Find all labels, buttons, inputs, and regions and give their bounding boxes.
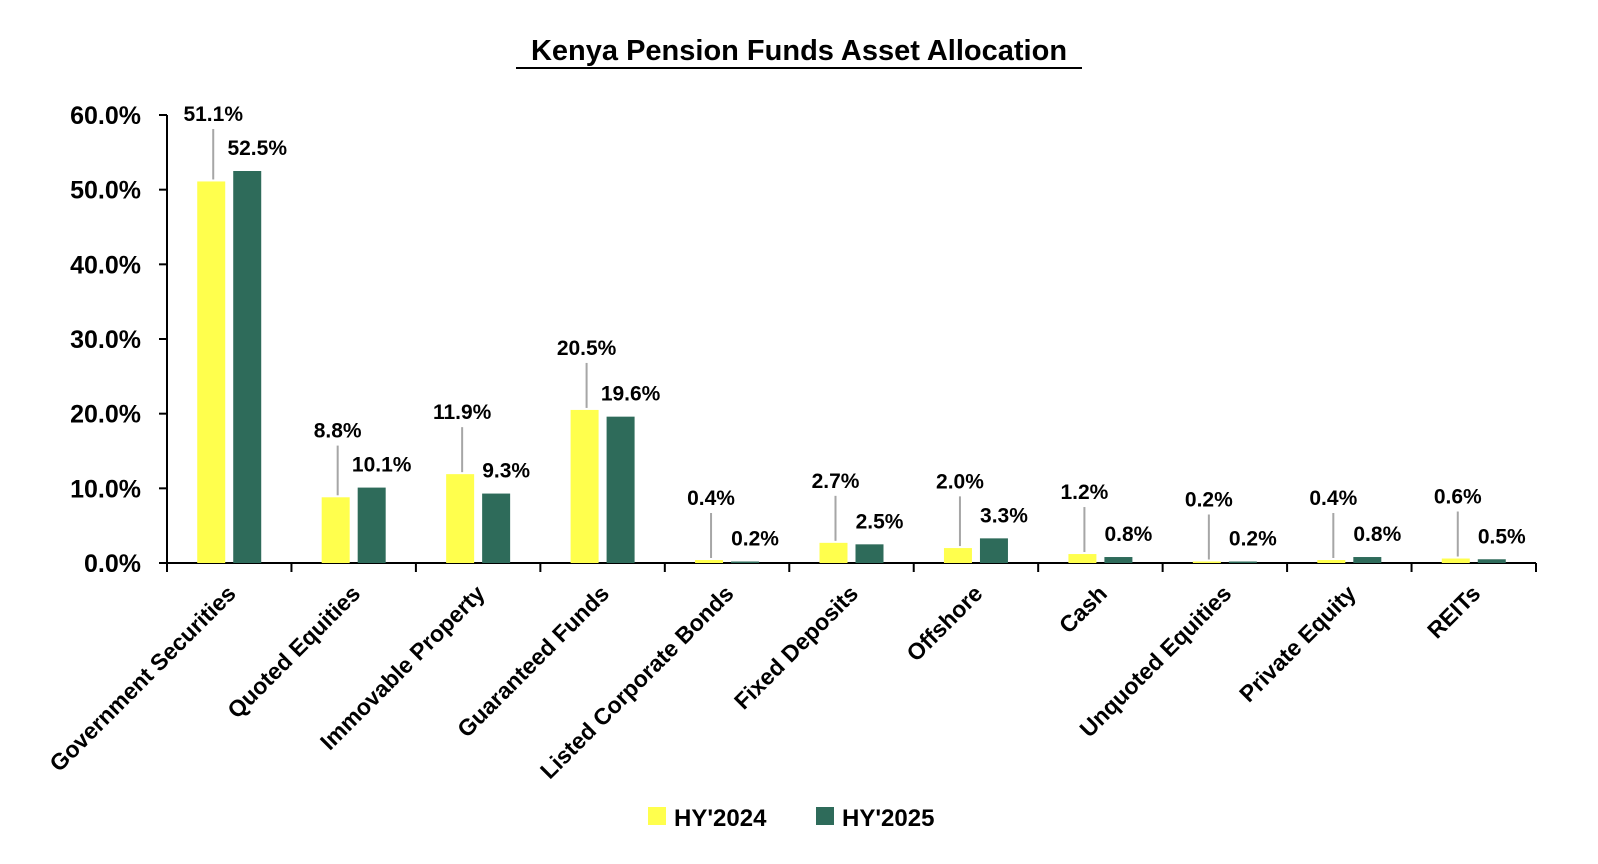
- plot-area: 0.0% 10.0% 20.0% 30.0% 40.0% 50.0% 60.0% Govern…: [44, 102, 1537, 832]
- bar-hy2024: [1441, 558, 1470, 563]
- bar-hy2024: [570, 409, 599, 563]
- bar-hy2024: [1192, 561, 1221, 563]
- data-label-hy2025: 0.8%: [1104, 523, 1152, 546]
- data-label-hy2024: 0.4%: [687, 487, 735, 510]
- bar-hy2025: [482, 493, 511, 563]
- y-tick-label: 20.0%: [70, 401, 141, 429]
- y-tick-label: 10.0%: [70, 475, 141, 503]
- data-label-hy2024: 0.4%: [1309, 487, 1357, 510]
- data-label-hy2024: 2.0%: [936, 470, 984, 493]
- y-tick-label: 60.0%: [70, 102, 141, 130]
- y-tick-label: 40.0%: [70, 251, 141, 279]
- bar-hy2025: [1104, 557, 1133, 563]
- data-label-hy2024: 20.5%: [557, 337, 617, 360]
- y-tick-label: 0.0%: [84, 550, 141, 578]
- data-label-hy2025: 3.3%: [980, 504, 1028, 527]
- y-tick-label: 50.0%: [70, 177, 141, 205]
- legend-label-hy2024: HY'2024: [674, 805, 767, 832]
- data-label-hy2025: 2.5%: [856, 510, 904, 533]
- bar-hy2025: [1228, 561, 1257, 563]
- x-tick-label: Private Equity: [1234, 580, 1361, 707]
- bar-hy2024: [446, 474, 475, 563]
- data-label-hy2025: 52.5%: [227, 137, 287, 160]
- data-label-hy2025: 9.3%: [482, 460, 530, 483]
- bar-hy2025: [357, 487, 386, 563]
- x-tick-label: Fixed Deposits: [729, 580, 863, 714]
- bar-hy2024: [1068, 554, 1097, 563]
- x-tick-label: Cash: [1054, 580, 1112, 638]
- y-tick-label: 30.0%: [70, 326, 141, 354]
- data-label-hy2024: 11.9%: [433, 401, 492, 424]
- data-label-hy2025: 0.2%: [731, 528, 779, 551]
- data-label-hy2025: 10.1%: [352, 454, 412, 477]
- data-label-hy2024: 0.2%: [1185, 489, 1233, 512]
- bar-hy2024: [197, 181, 226, 563]
- bar-hy2025: [606, 416, 635, 563]
- bar-hy2024: [695, 560, 724, 563]
- data-label-hy2024: 51.1%: [183, 103, 243, 126]
- legend-swatch-hy2024: [648, 807, 666, 825]
- bar-hy2024: [321, 497, 350, 563]
- data-label-hy2025: 0.2%: [1229, 528, 1277, 551]
- x-tick-label: Quoted Equities: [222, 580, 365, 723]
- chart-title: Kenya Pension Funds Asset Allocation: [531, 35, 1067, 67]
- data-label-hy2024: 2.7%: [812, 470, 860, 493]
- x-tick-label: REITs: [1422, 580, 1485, 643]
- bar-hy2024: [1317, 560, 1346, 563]
- data-label-hy2025: 0.8%: [1353, 523, 1401, 546]
- legend-label-hy2025: HY'2025: [842, 805, 934, 832]
- bar-hy2024: [943, 548, 972, 563]
- bar-hy2024: [819, 542, 848, 563]
- data-label-hy2024: 8.8%: [314, 420, 362, 443]
- x-tick-label: Government Securities: [44, 580, 240, 776]
- x-tick-label: Offshore: [901, 580, 987, 666]
- data-label-hy2025: 19.6%: [601, 383, 661, 406]
- bar-hy2025: [1477, 559, 1506, 563]
- bar-hy2025: [233, 171, 262, 563]
- legend-swatch-hy2025: [816, 807, 834, 825]
- data-label-hy2024: 0.6%: [1434, 486, 1482, 509]
- data-label-hy2024: 1.2%: [1060, 481, 1108, 504]
- bar-hy2025: [855, 544, 884, 563]
- bar-hy2025: [731, 561, 760, 563]
- bar-hy2025: [1353, 557, 1382, 563]
- data-label-hy2025: 0.5%: [1478, 525, 1526, 548]
- bar-hy2025: [979, 538, 1008, 563]
